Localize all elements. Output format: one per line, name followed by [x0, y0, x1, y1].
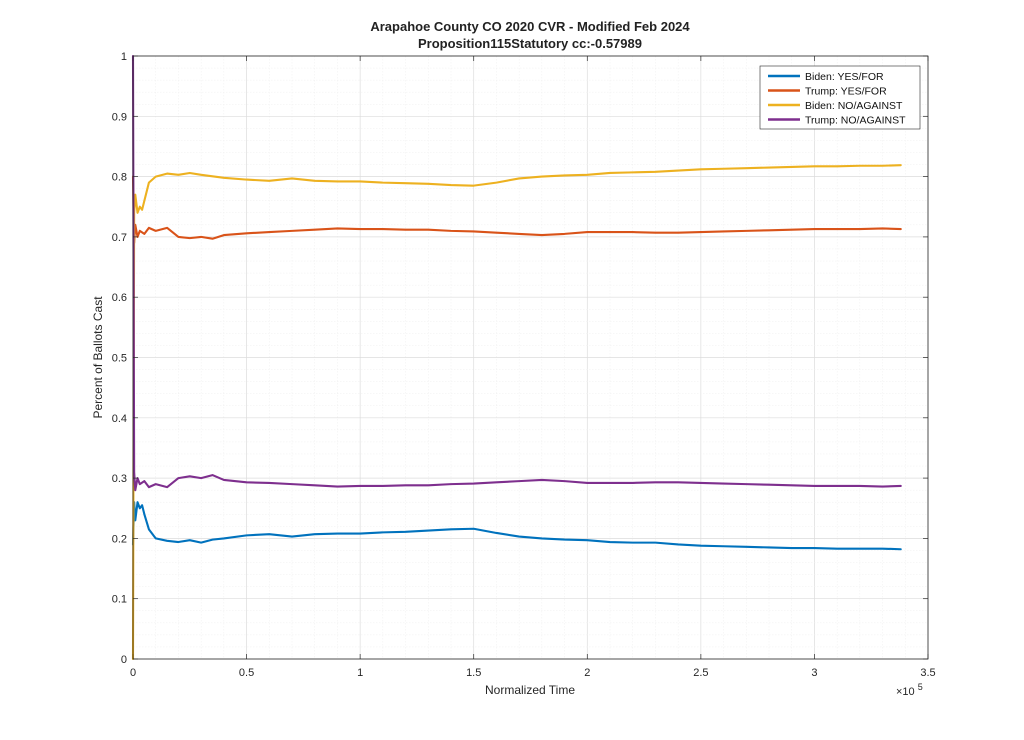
y-tick-label: 0	[121, 654, 127, 666]
y-tick-label: 0.6	[112, 292, 127, 304]
x-tick-label: 1.5	[466, 667, 481, 679]
y-tick-label: 0.3	[112, 473, 127, 485]
y-tick-label: 0.8	[112, 172, 127, 184]
legend-entry: Trump: NO/AGAINST	[805, 115, 906, 127]
x-tick-label: 0.5	[239, 667, 254, 679]
y-tick-label: 0.4	[112, 413, 127, 425]
series-line-1	[131, 501, 902, 551]
series-line-2	[131, 175, 902, 244]
x-tick-label: 2	[584, 667, 590, 679]
y-tick-label: 0.7	[112, 232, 127, 244]
series-lines	[131, 54, 902, 661]
x-tick-label: 0	[130, 667, 136, 679]
x-axis-label: Normalized Time	[485, 683, 575, 697]
y-tick-label: 0.9	[112, 111, 127, 123]
y-tick-label: 0.1	[112, 594, 127, 606]
x-exponent-label: ×10 5	[896, 682, 923, 698]
x-exponent-power: 5	[918, 682, 923, 692]
y-axis-label: Percent of Ballots Cast	[91, 296, 105, 419]
legend-entry: Biden: NO/AGAINST	[805, 100, 903, 112]
x-tick-label: 2.5	[693, 667, 708, 679]
y-tick-label: 0.5	[112, 353, 127, 365]
y-tick-label: 0.2	[112, 533, 127, 545]
chart-title: Arapahoe County CO 2020 CVR - Modified F…	[370, 19, 690, 34]
chart-subtitle: Proposition115Statutory cc:-0.57989	[418, 36, 642, 51]
x-exponent-base: ×10	[896, 686, 915, 698]
series-line-4	[131, 54, 902, 492]
axis-ticks: 0 0.5 1 1.5 2 2.5 3 3.5 0 0.1 0.2 0.3 0.4 0.5 0.6 0.7 0.…	[112, 51, 936, 679]
x-tick-label: 3.5	[920, 667, 935, 679]
series-line-3	[131, 164, 902, 661]
grid	[132, 55, 929, 660]
legend-entry: Biden: YES/FOR	[805, 71, 884, 83]
x-tick-label: 3	[811, 667, 817, 679]
y-tick-label: 1	[121, 51, 127, 63]
x-tick-label: 1	[357, 667, 363, 679]
legend-entry: Trump: YES/FOR	[805, 86, 887, 98]
legend: Biden: YES/FOR Trump: YES/FOR Biden: NO/AG…	[759, 65, 921, 130]
